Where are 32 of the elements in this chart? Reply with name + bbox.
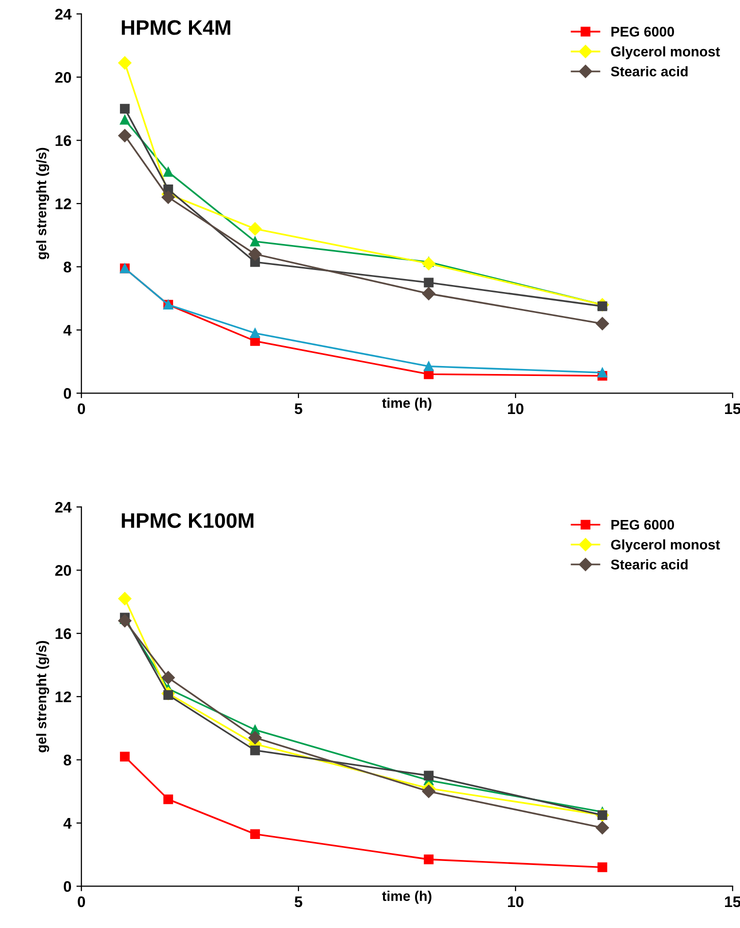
- legend-label: PEG 6000: [611, 26, 674, 37]
- x-tick-label: 10: [508, 896, 524, 908]
- x-tick-label: 5: [294, 403, 302, 414]
- y-tick-label: 24: [55, 502, 72, 513]
- legend-label: Stearic acid: [610, 66, 688, 76]
- y-tick-label: 20: [55, 72, 72, 83]
- legend-label: PEG 6000: [611, 520, 674, 530]
- x-tick-label: 0: [78, 403, 86, 414]
- y-tick-label: 8: [64, 262, 72, 272]
- y-tick-label: 24: [55, 8, 72, 20]
- x-tick-label: 5: [294, 896, 302, 908]
- legend-label: Glycerol monost: [611, 46, 720, 60]
- legend-label: Glycerol monost: [611, 539, 720, 552]
- x-axis-title: time (h): [382, 398, 432, 411]
- y-tick-label: 12: [56, 198, 72, 210]
- y-tick-label: 4: [63, 325, 72, 336]
- y-tick-label: 16: [56, 628, 72, 640]
- y-tick-label: 0: [64, 881, 72, 892]
- y-tick-label: 12: [56, 691, 72, 702]
- chart-title: HPMC K4M: [122, 20, 230, 35]
- y-tick-label: 4: [63, 818, 72, 829]
- y-tick-label: 20: [55, 565, 72, 576]
- x-tick-label: 10: [508, 403, 524, 414]
- chart-title: HPMC K100M: [122, 513, 254, 528]
- y-tick-label: 0: [64, 388, 72, 399]
- y-axis-title: gel strenght (g/s): [36, 640, 50, 752]
- x-tick-label: 0: [78, 896, 86, 908]
- y-tick-label: 8: [64, 754, 72, 766]
- y-tick-label: 16: [56, 135, 72, 146]
- x-axis-title: time (h): [382, 890, 432, 904]
- y-axis-title: gel strenght (g/s): [36, 148, 50, 260]
- legend-label: Stearic acid: [610, 559, 688, 570]
